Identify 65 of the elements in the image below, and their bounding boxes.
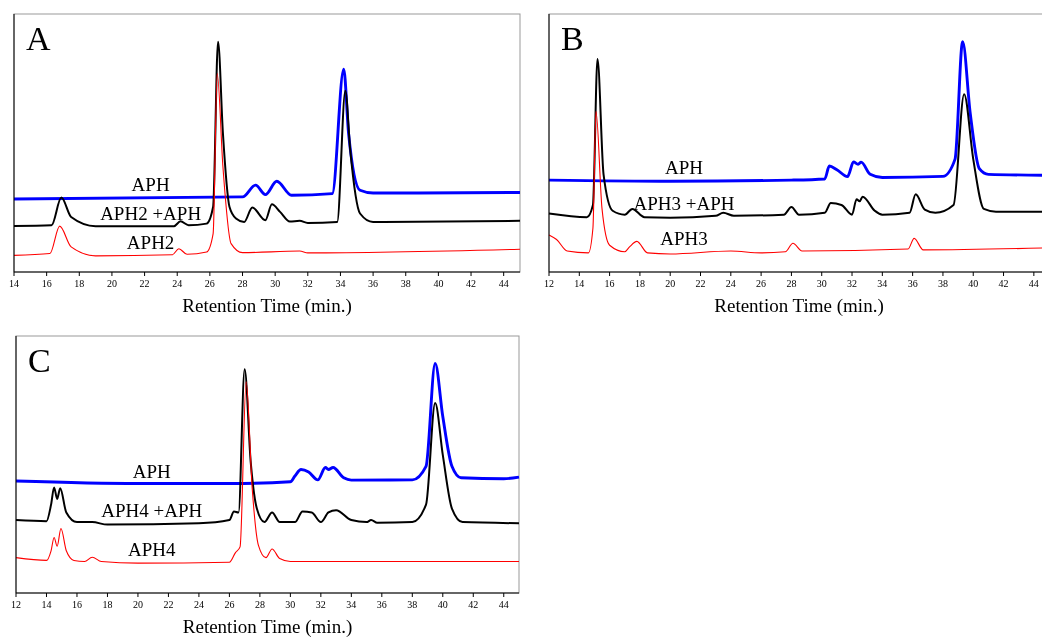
x-tick-label: 24 (172, 278, 183, 289)
x-tick-label: 24 (725, 278, 736, 289)
x-tick-label: 44 (498, 278, 509, 289)
x-tick-label: 42 (466, 278, 477, 289)
x-axis-title: Retention Time (min.) (182, 616, 353, 638)
series-label: APH4 (128, 539, 177, 561)
x-tick-label: 36 (368, 278, 379, 289)
series-label: APH4 +APH (101, 500, 203, 522)
series-label: APH (664, 157, 704, 179)
x-tick-label: 36 (907, 278, 918, 289)
x-tick-label: 20 (106, 278, 117, 289)
chart-title: A (26, 20, 51, 57)
x-tick-label: 18 (102, 599, 113, 610)
x-tick-label: 22 (695, 278, 706, 289)
x-tick-label: 42 (998, 278, 1009, 289)
x-tick-label: 22 (139, 278, 150, 289)
x-tick-label: 32 (315, 599, 326, 610)
x-tick-label: 38 (407, 599, 418, 610)
x-axis-title: Retention Time (min.) (714, 295, 884, 317)
x-tick-label: 16 (41, 278, 52, 289)
x-tick-label: 40 (437, 599, 448, 610)
x-tick-label: 32 (847, 278, 858, 289)
chart-title: B (561, 20, 584, 57)
series-label: APH3 (660, 228, 708, 250)
x-tick-label: 42 (468, 599, 479, 610)
x-tick-label: 18 (634, 278, 645, 289)
x-tick-label: 38 (937, 278, 948, 289)
x-axis-title: Retention Time (min.) (182, 295, 352, 317)
x-tick-label: 30 (270, 278, 281, 289)
x-tick-label: 26 (224, 599, 235, 610)
x-tick-label: 36 (376, 599, 387, 610)
x-tick-label: 28 (254, 599, 265, 610)
x-tick-label: 12 (544, 278, 554, 289)
x-tick-label: 20 (665, 278, 676, 289)
x-tick-label: 30 (816, 278, 827, 289)
x-tick-label: 32 (302, 278, 313, 289)
series-label: APH2 (126, 231, 175, 253)
x-tick-label: 40 (968, 278, 979, 289)
x-tick-label: 34 (346, 599, 357, 610)
x-tick-label: 14 (574, 278, 585, 289)
x-tick-label: 14 (9, 278, 19, 289)
chart-title: C (28, 342, 51, 379)
series-label: APH (132, 460, 172, 482)
series-label: APH (131, 173, 170, 195)
x-tick-label: 18 (74, 278, 85, 289)
x-tick-label: 26 (756, 278, 767, 289)
x-tick-label: 44 (1028, 278, 1039, 289)
x-tick-label: 34 (877, 278, 888, 289)
x-tick-label: 14 (41, 599, 52, 610)
x-tick-label: 28 (786, 278, 797, 289)
x-tick-label: 34 (335, 278, 346, 289)
x-tick-label: 38 (400, 278, 411, 289)
x-tick-label: 40 (433, 278, 444, 289)
x-tick-label: 24 (193, 599, 204, 610)
series-label: APH2 +APH (100, 203, 202, 225)
x-tick-label: 26 (204, 278, 215, 289)
x-tick-label: 16 (604, 278, 615, 289)
series-label: APH3 +APH (633, 192, 735, 214)
x-tick-label: 16 (71, 599, 82, 610)
x-tick-label: 20 (132, 599, 143, 610)
x-tick-label: 28 (237, 278, 248, 289)
x-tick-label: 44 (498, 599, 509, 610)
x-tick-label: 30 (285, 599, 296, 610)
x-tick-label: 22 (163, 599, 174, 610)
x-tick-label: 12 (11, 599, 21, 610)
